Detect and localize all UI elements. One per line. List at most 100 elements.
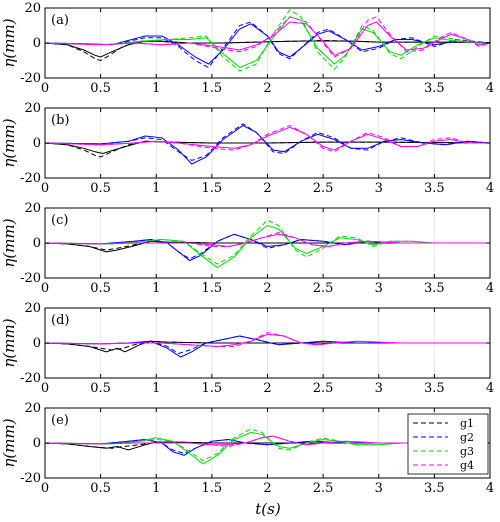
- series-line-g2-solid: [44, 438, 490, 456]
- x-tick-label: 1.5: [202, 481, 223, 496]
- x-tick-label: 0: [41, 381, 49, 396]
- x-tick-label: 2: [263, 481, 271, 496]
- y-tick-label: -20: [20, 471, 41, 486]
- x-tick-label: 3.5: [424, 81, 445, 96]
- x-tick-label: 1.5: [202, 181, 223, 196]
- series-line-g2-solid: [44, 233, 490, 262]
- series-line-g1-solid: [44, 40, 491, 58]
- x-tick-label: 4: [486, 481, 494, 496]
- panel-label: (c): [51, 213, 68, 228]
- legend-box: [407, 413, 489, 475]
- series-line-g4-solid: [44, 233, 490, 248]
- x-tick-label: 1: [152, 381, 160, 396]
- panel-label: (b): [51, 113, 69, 128]
- y-axis-label: η(mm): [0, 418, 18, 467]
- x-tick-label: 1: [152, 81, 160, 96]
- y-axis-label: η(mm): [0, 18, 18, 67]
- x-tick-label: 2.5: [313, 481, 334, 496]
- series-line-g2-solid: [44, 335, 490, 358]
- x-tick-label: 2.5: [313, 381, 334, 396]
- y-axis-label: η(mm): [0, 318, 18, 367]
- y-tick-label: 20: [24, 401, 41, 416]
- series-line-g4-solid: [44, 333, 490, 348]
- legend-entry-g3: g3: [460, 445, 474, 458]
- y-tick-label: 0: [33, 36, 41, 51]
- x-tick-label: 3.5: [424, 481, 445, 496]
- x-tick-label: 4: [486, 281, 494, 296]
- y-tick-label: 20: [24, 1, 41, 16]
- legend-entry-g4: g4: [460, 459, 474, 472]
- y-tick-label: 0: [33, 136, 41, 151]
- x-tick-label: 0.5: [90, 81, 111, 96]
- x-tick-label: 1: [152, 281, 160, 296]
- y-axis-label: η(mm): [0, 118, 18, 167]
- series-line-g1-solid: [44, 340, 490, 353]
- x-tick-label: 0.5: [90, 481, 111, 496]
- x-tick-label: 1.5: [202, 281, 223, 296]
- series-line-g4-solid: [44, 126, 490, 151]
- series-line-g2-dashed: [44, 123, 491, 162]
- x-tick-label: 2: [263, 281, 271, 296]
- x-tick-label: 4: [486, 181, 494, 196]
- x-tick-label: 1: [152, 481, 160, 496]
- y-tick-label: 0: [33, 236, 41, 251]
- x-tick-label: 1.5: [202, 81, 223, 96]
- x-tick-label: 3: [375, 481, 383, 496]
- x-tick-label: 0.5: [90, 281, 111, 296]
- y-axis-label: η(mm): [0, 218, 18, 267]
- x-tick-label: 2.5: [313, 281, 334, 296]
- x-tick-label: 0.5: [90, 381, 111, 396]
- panel-label: (e): [51, 413, 69, 428]
- series-line-g3-solid: [44, 431, 490, 465]
- series-line-g3-solid: [44, 16, 490, 69]
- x-tick-label: 3.5: [424, 281, 445, 296]
- y-tick-label: 20: [24, 101, 41, 116]
- x-axis-label: t(s): [255, 500, 281, 518]
- x-tick-label: 2.5: [313, 81, 334, 96]
- panel-label: (a): [51, 13, 69, 28]
- legend-entry-g1: g1: [460, 417, 474, 430]
- x-tick-label: 2: [263, 381, 271, 396]
- y-tick-label: -20: [20, 371, 41, 386]
- x-tick-label: 4: [486, 381, 494, 396]
- x-tick-label: 0.5: [90, 181, 111, 196]
- x-tick-label: 0: [41, 81, 49, 96]
- series-line-g3-dashed: [44, 428, 490, 462]
- y-tick-label: -20: [20, 71, 41, 86]
- series-line-g4-solid: [44, 21, 491, 56]
- y-tick-label: 0: [33, 436, 41, 451]
- x-tick-label: 1.5: [202, 381, 223, 396]
- x-tick-label: 3.5: [424, 181, 445, 196]
- y-tick-label: -20: [20, 271, 41, 286]
- panel-label: (d): [51, 313, 69, 328]
- x-tick-label: 4: [486, 81, 494, 96]
- x-tick-label: 2.5: [313, 181, 334, 196]
- x-tick-label: 1: [152, 181, 160, 196]
- y-tick-label: 20: [24, 301, 41, 316]
- series-line-g1-solid: [44, 240, 490, 253]
- x-tick-label: 2: [263, 81, 271, 96]
- legend-entry-g2: g2: [460, 431, 474, 444]
- series-line-g1-solid: [44, 441, 490, 451]
- x-tick-label: 2: [263, 181, 271, 196]
- series-line-g2-solid: [44, 124, 491, 165]
- x-tick-label: 3: [375, 81, 383, 96]
- x-tick-label: 3.5: [424, 381, 445, 396]
- y-tick-label: 20: [24, 201, 41, 216]
- x-tick-label: 3: [375, 381, 383, 396]
- x-tick-label: 0: [41, 281, 49, 296]
- x-tick-label: 3: [375, 181, 383, 196]
- x-tick-label: 0: [41, 181, 49, 196]
- x-tick-label: 3: [375, 281, 383, 296]
- x-tick-label: 0: [41, 481, 49, 496]
- series-line-g4-solid: [44, 435, 490, 446]
- y-tick-label: 0: [33, 336, 41, 351]
